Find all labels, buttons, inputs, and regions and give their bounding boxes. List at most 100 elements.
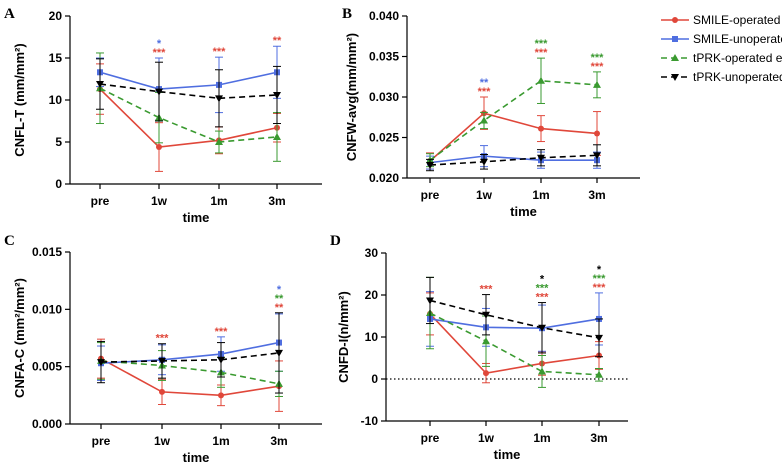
series-line [100, 357, 280, 397]
x-tick-label: 1w [478, 431, 495, 445]
significance-mark: *** [215, 326, 229, 338]
series-tprk-operated-b [426, 57, 601, 168]
data-point [218, 392, 224, 399]
series-line [429, 112, 598, 162]
series-line [100, 360, 280, 385]
significance-mark: ** [275, 302, 284, 314]
series-tprk-operated-a [96, 52, 281, 162]
data-point [426, 162, 434, 170]
data-point [593, 152, 601, 160]
significance-mark: * [540, 274, 545, 286]
significance-mark: * [157, 38, 162, 50]
y-tick-label: 10 [365, 330, 379, 344]
series-line [429, 313, 600, 374]
data-point [480, 158, 488, 166]
x-tick-label: pre [91, 194, 110, 208]
data-point [159, 388, 165, 395]
y-axis-label-d: CNFD-I(n/mm²) [336, 291, 351, 383]
series-smile-operated-a [96, 63, 281, 172]
data-point [483, 370, 489, 377]
series-line [99, 87, 278, 143]
significance-mark: *** [478, 86, 492, 98]
x-tick-label: 1m [532, 188, 549, 202]
y-tick-label: 10 [49, 93, 63, 107]
series-line [100, 341, 280, 365]
x-tick-label: 1w [476, 188, 493, 202]
y-axis-label-a: CNFL-T (mm/mm²) [12, 43, 27, 156]
chart-panel-b: B 0.020 0.025 0.030 0.035 0.040 pre 1w 1m 3m time C… [342, 6, 640, 219]
data-point [273, 132, 281, 140]
series-line [99, 71, 278, 90]
series-tprk-unoperated-a [96, 58, 281, 128]
y-tick-label: 30 [365, 246, 379, 260]
legend: SMILE-operated eye SMILE-unoperated eye tP… [661, 13, 782, 84]
significance-mark: *** [593, 282, 607, 294]
legend-marker [671, 74, 679, 81]
y-tick-label: 0.020 [369, 171, 399, 185]
data-point [538, 367, 546, 375]
data-point [537, 76, 545, 84]
y-tick-label: 0.005 [32, 360, 62, 374]
legend-entry-tprk-operated: tPRK-operated eye [693, 51, 782, 65]
panel-label-a: A [4, 6, 15, 22]
significance-mark: *** [536, 292, 550, 304]
y-axis-label-b: CNFW-avg(mm/mm²) [344, 33, 359, 161]
series-line [429, 299, 600, 339]
data-point [155, 88, 163, 96]
series-smile-operated-c [97, 338, 283, 412]
significance-mark: * [597, 264, 602, 276]
data-point [482, 337, 490, 345]
x-tick-label: 1m [533, 431, 550, 445]
chart-panel-c: C 0.000 0.005 0.010 0.015 pre 1w 1m 3m time CNFA-C… [4, 233, 322, 465]
x-tick-label: 1w [154, 434, 171, 448]
data-point [97, 359, 105, 367]
series-line [99, 83, 278, 100]
series-tprk-operated-d [426, 276, 603, 388]
x-tick-label: pre [421, 431, 440, 445]
panel-label-b: B [342, 6, 352, 22]
y-tick-label: 20 [365, 288, 379, 302]
data-point [594, 130, 600, 137]
x-axis-label-d: time [494, 447, 521, 462]
data-point [482, 311, 490, 319]
series-smile-unoperated-a [96, 45, 281, 121]
x-tick-label: 1m [210, 194, 227, 208]
significance-mark: *** [156, 333, 170, 345]
data-point [595, 370, 603, 378]
x-tick-label: 3m [590, 431, 607, 445]
x-tick-label: pre [92, 434, 111, 448]
data-point [480, 116, 488, 124]
series-tprk-unoperated-d [426, 276, 603, 358]
x-axis-label-a: time [183, 210, 210, 225]
significance-mark: *** [213, 46, 227, 58]
x-tick-label: 3m [588, 188, 605, 202]
x-axis-label-c: time [183, 450, 210, 465]
data-point [158, 357, 166, 365]
significance-mark: *** [536, 283, 550, 295]
series-tprk-unoperated-b [426, 144, 601, 172]
series-smile-unoperated-c [97, 313, 283, 381]
series-smile-unoperated-d [426, 291, 603, 352]
data-point [96, 81, 104, 89]
significance-mark: ** [273, 35, 282, 47]
y-tick-label: 0.000 [32, 417, 62, 431]
data-point [426, 297, 434, 305]
legend-marker [671, 54, 679, 61]
data-point [593, 80, 601, 88]
y-tick-label: 0.015 [32, 245, 62, 259]
y-tick-label: 0 [371, 372, 378, 386]
significance-mark: *** [153, 47, 167, 59]
x-tick-label: 1w [151, 194, 168, 208]
significance-mark: *** [593, 273, 607, 285]
significance-mark: *** [591, 52, 605, 64]
legend-marker [672, 17, 678, 23]
series-line [429, 79, 598, 161]
x-tick-label: 3m [270, 434, 287, 448]
data-point [156, 144, 162, 151]
significance-mark: *** [535, 38, 549, 50]
data-point [538, 324, 546, 332]
y-tick-label: 20 [49, 9, 63, 23]
